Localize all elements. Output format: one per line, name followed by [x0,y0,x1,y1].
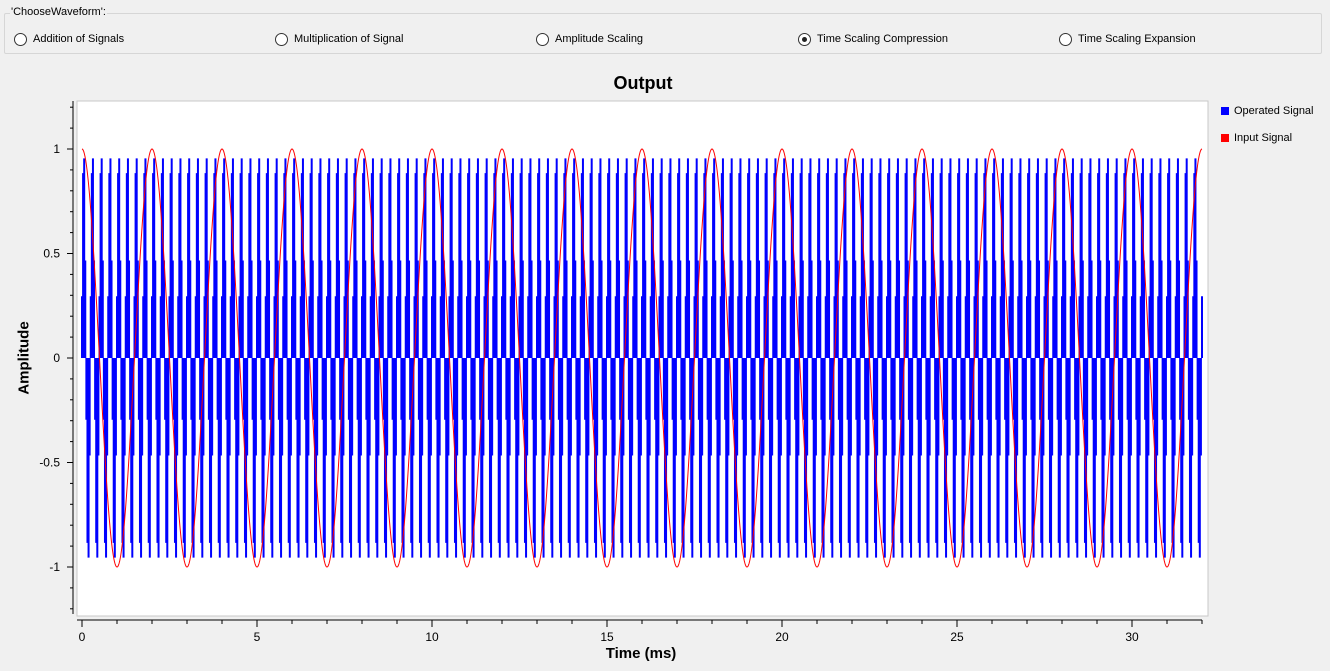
x-axis-label: Time (ms) [605,645,677,662]
x-tick-label: 15 [600,630,614,644]
y-tick-label: 0.5 [43,247,60,261]
legend-swatch-input [1221,134,1229,142]
radio-multiplication-of-signal[interactable]: Multiplication of Signal [275,32,403,46]
x-tick-label: 0 [79,630,86,644]
radio-label: Time Scaling Compression [817,33,949,45]
x-tick-label: 5 [254,630,261,644]
legend-swatch-operated [1221,107,1229,115]
input-signal-series [81,148,1203,568]
plot-title: Output [613,73,673,93]
y-axis-label: Amplitude [15,321,33,395]
x-tick-label: 20 [775,630,789,644]
radio-indicator[interactable] [14,32,27,46]
radio-label: Amplitude Scaling [555,33,644,45]
radio-time-scaling-compression[interactable]: Time Scaling Compression [798,32,948,46]
radio-indicator[interactable] [275,32,288,46]
axes-layer: 1 0.5 0 -0.5 -1 0 5 10 15 20 25 30 [39,101,1203,644]
radio-label: Time Scaling Expansion [1078,33,1196,45]
radio-amplitude-scaling[interactable]: Amplitude Scaling [536,32,643,46]
y-tick-label: -1 [49,560,60,574]
waveform-group-title: 'ChooseWaveform': [10,6,107,18]
legend-label: Operated Signal [1234,105,1314,117]
x-tick-label: 30 [1125,630,1139,644]
waveform-groupbox [4,13,1322,54]
x-tick-label: 25 [950,630,964,644]
radio-indicator[interactable] [536,32,549,46]
radio-indicator[interactable] [1059,32,1072,46]
legend-input-signal: Input Signal [1221,131,1292,145]
radio-addition-of-signals[interactable]: Addition of Signals [14,32,124,46]
legend-label: Input Signal [1234,132,1293,144]
y-tick-label: -0.5 [39,456,60,470]
y-tick-label: 0 [53,351,60,365]
radio-indicator[interactable] [798,32,811,46]
y-tick-label: 1 [53,142,60,156]
x-tick-label: 10 [425,630,439,644]
radio-label: Addition of Signals [33,33,125,45]
radio-label: Multiplication of Signal [294,33,404,45]
legend-operated-signal: Operated Signal [1221,104,1314,118]
series-layer [81,148,1203,568]
radio-time-scaling-expansion[interactable]: Time Scaling Expansion [1059,32,1196,46]
